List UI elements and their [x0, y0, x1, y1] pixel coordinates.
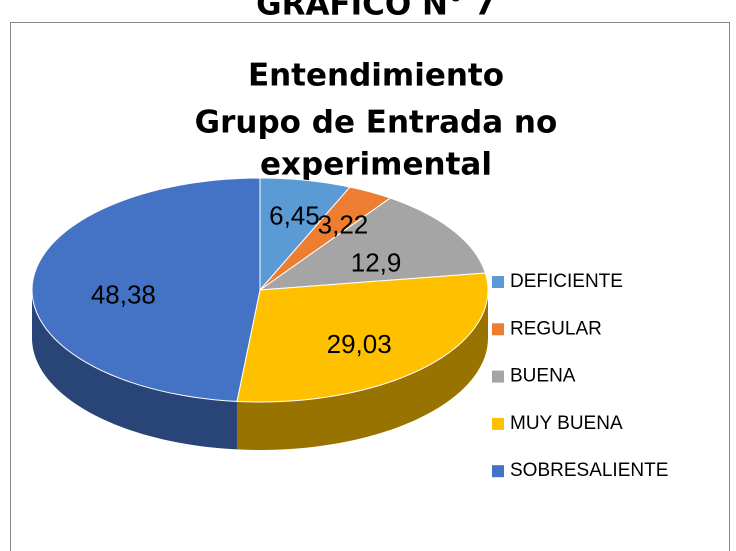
legend-label: MUY BUENA: [510, 413, 623, 434]
pie-side: [236, 290, 488, 450]
page-header: GRAFICO N° 7: [256, 0, 496, 23]
pie-slice: [259, 177, 351, 292]
data-label: 29,03: [327, 329, 392, 359]
chart-title: experimental: [260, 147, 492, 183]
legend-swatch: [492, 370, 504, 383]
pie-side: [32, 290, 237, 450]
data-label: 6,45: [269, 201, 320, 231]
legend-swatch: [492, 417, 504, 430]
data-label: 3,22: [318, 209, 369, 239]
legend-swatch: [492, 465, 504, 478]
chart-title: Grupo de Entrada no: [195, 105, 558, 141]
legend-label: SOBRESALIENTE: [510, 460, 668, 481]
data-label: 12,9: [351, 247, 402, 277]
pie-slice: [236, 272, 489, 403]
legend-swatch: [492, 276, 504, 288]
pie-slice: [258, 197, 487, 291]
legend-swatch: [492, 323, 504, 336]
pie-slice: [31, 177, 261, 402]
legend-label: DEFICIENTE: [510, 271, 623, 292]
pie-slice: [259, 186, 392, 291]
chart-title: Entendimiento: [248, 58, 504, 94]
legend-label: REGULAR: [510, 318, 602, 339]
legend-label: BUENA: [510, 366, 576, 387]
data-label: 48,38: [91, 279, 156, 309]
